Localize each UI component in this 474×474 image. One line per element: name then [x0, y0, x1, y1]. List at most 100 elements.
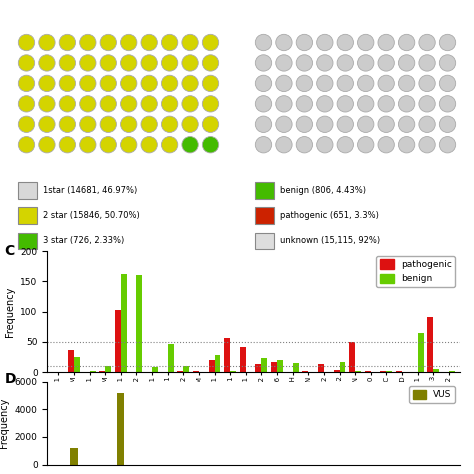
Circle shape [100, 96, 117, 112]
Circle shape [337, 34, 354, 51]
Circle shape [80, 96, 96, 112]
Circle shape [419, 75, 435, 91]
Circle shape [162, 55, 178, 71]
Text: D: D [5, 372, 16, 386]
Circle shape [317, 75, 333, 91]
Circle shape [80, 55, 96, 71]
Circle shape [162, 96, 178, 112]
Circle shape [59, 75, 75, 91]
Circle shape [419, 96, 435, 112]
Circle shape [120, 116, 137, 132]
Circle shape [296, 75, 312, 91]
Bar [349, 343, 355, 372]
Circle shape [255, 116, 272, 132]
Circle shape [162, 137, 178, 153]
Circle shape [100, 116, 117, 132]
Circle shape [182, 116, 198, 132]
Circle shape [141, 137, 157, 153]
Bar [433, 369, 439, 372]
Circle shape [296, 34, 312, 51]
Circle shape [296, 116, 312, 132]
Circle shape [59, 55, 75, 71]
Bar [449, 371, 455, 372]
Circle shape [419, 55, 435, 71]
Circle shape [18, 75, 35, 91]
Circle shape [202, 96, 219, 112]
Circle shape [276, 96, 292, 112]
Circle shape [337, 137, 354, 153]
Text: pathogenic (651, 3.3%): pathogenic (651, 3.3%) [281, 211, 379, 220]
Text: benign (806, 4.43%): benign (806, 4.43%) [281, 186, 366, 194]
Circle shape [378, 75, 394, 91]
Circle shape [378, 116, 394, 132]
Circle shape [120, 96, 137, 112]
Circle shape [100, 34, 117, 51]
Circle shape [18, 55, 35, 71]
Circle shape [80, 75, 96, 91]
Circle shape [439, 55, 456, 71]
Circle shape [357, 55, 374, 71]
Circle shape [182, 75, 198, 91]
Bar [18, 233, 37, 249]
Circle shape [255, 34, 272, 51]
Circle shape [141, 55, 157, 71]
Circle shape [100, 55, 117, 71]
Bar [71, 448, 78, 465]
Text: 3 star (726, 2.33%): 3 star (726, 2.33%) [44, 236, 125, 245]
Bar [152, 367, 158, 372]
Legend: VUS: VUS [409, 386, 455, 403]
Text: unknown (15,115, 92%): unknown (15,115, 92%) [281, 236, 381, 245]
Circle shape [357, 75, 374, 91]
Circle shape [276, 34, 292, 51]
Circle shape [317, 34, 333, 51]
Text: C: C [5, 244, 15, 258]
Circle shape [39, 116, 55, 132]
Circle shape [255, 96, 272, 112]
Circle shape [357, 34, 374, 51]
Bar [255, 182, 274, 199]
Bar [183, 366, 189, 372]
Circle shape [378, 34, 394, 51]
Circle shape [419, 34, 435, 51]
Bar [339, 362, 346, 372]
Circle shape [439, 96, 456, 112]
Bar [18, 207, 37, 224]
Circle shape [439, 137, 456, 153]
Bar [215, 355, 220, 372]
Circle shape [162, 116, 178, 132]
Circle shape [378, 55, 394, 71]
Bar [18, 182, 37, 199]
Circle shape [202, 137, 219, 153]
Circle shape [120, 55, 137, 71]
Circle shape [202, 116, 219, 132]
Bar [68, 350, 74, 372]
Circle shape [59, 137, 75, 153]
Circle shape [276, 116, 292, 132]
Bar [105, 366, 111, 372]
Circle shape [80, 116, 96, 132]
Circle shape [337, 75, 354, 91]
Bar [255, 207, 274, 224]
Circle shape [337, 55, 354, 71]
Circle shape [80, 34, 96, 51]
Circle shape [162, 75, 178, 91]
Circle shape [419, 137, 435, 153]
Circle shape [276, 137, 292, 153]
Circle shape [378, 96, 394, 112]
Bar [209, 360, 215, 372]
Circle shape [80, 137, 96, 153]
Circle shape [141, 75, 157, 91]
Bar [255, 364, 261, 372]
Circle shape [162, 34, 178, 51]
Bar [121, 273, 127, 372]
Bar [224, 337, 230, 372]
Circle shape [141, 96, 157, 112]
Bar [302, 371, 308, 372]
Circle shape [59, 96, 75, 112]
Circle shape [317, 116, 333, 132]
Circle shape [357, 137, 374, 153]
Circle shape [39, 75, 55, 91]
Circle shape [59, 116, 75, 132]
Circle shape [100, 75, 117, 91]
Circle shape [182, 34, 198, 51]
